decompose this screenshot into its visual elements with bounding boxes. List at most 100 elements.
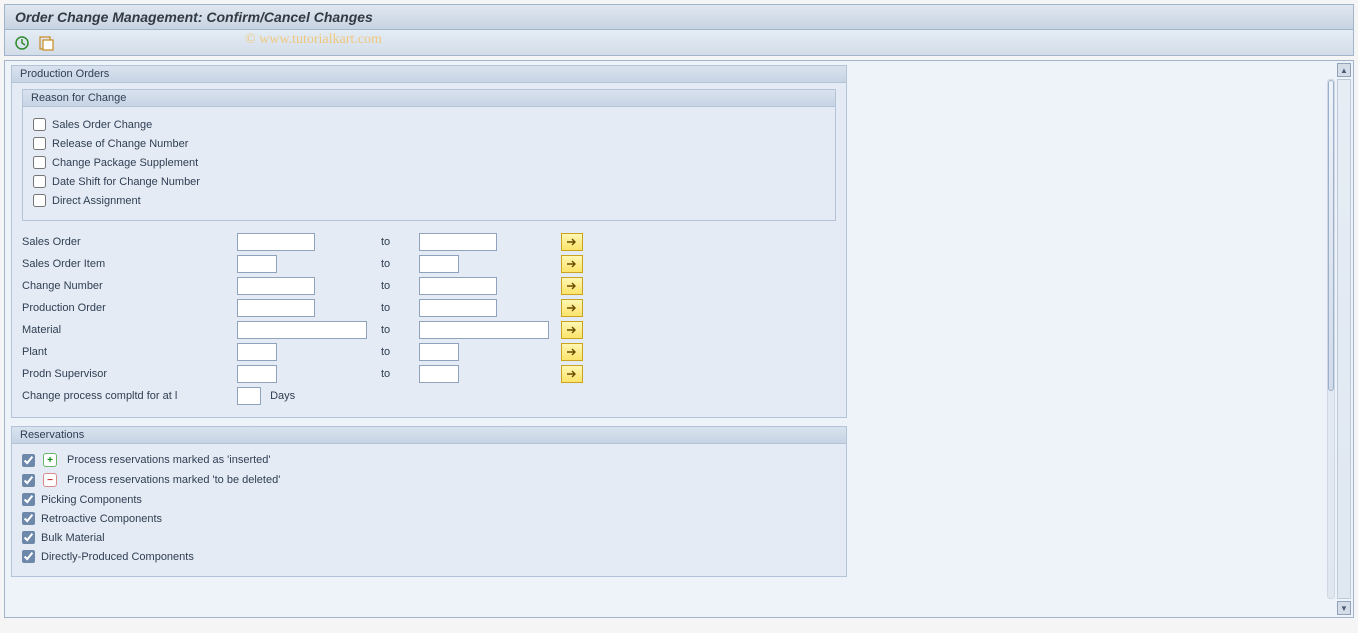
arrow-right-icon	[566, 259, 578, 269]
range-label: Prodn Supervisor	[22, 368, 237, 380]
reason-for-change-group: Reason for Change Sales Order Change Rele…	[22, 89, 836, 221]
reason-checkbox[interactable]	[33, 194, 46, 207]
range-to-label: to	[377, 368, 419, 380]
change-process-completed-row: Change process compltd for at l Days	[22, 385, 836, 407]
range-to-label: to	[377, 280, 419, 292]
range-row: Material to	[22, 319, 836, 341]
arrow-right-icon	[566, 281, 578, 291]
reason-checkbox[interactable]	[33, 156, 46, 169]
execute-button[interactable]	[13, 34, 31, 52]
scroll-track-outer[interactable]	[1337, 79, 1351, 599]
reservation-label: Picking Components	[41, 494, 142, 506]
multiple-selection-button[interactable]	[561, 343, 583, 361]
title-bar: Order Change Management: Confirm/Cancel …	[4, 4, 1354, 30]
toolbar: © www.tutorialkart.com	[4, 30, 1354, 56]
range-from-input[interactable]	[237, 321, 367, 339]
range-label: Sales Order	[22, 236, 237, 248]
scroll-down-button[interactable]: ▼	[1337, 601, 1351, 615]
range-row: Production Order to	[22, 297, 836, 319]
reservation-checkbox[interactable]	[22, 474, 35, 487]
selection-ranges: Sales OrdertoSales Order ItemtoChange Nu…	[22, 231, 836, 385]
arrow-right-icon	[566, 237, 578, 247]
plus-icon: +	[43, 453, 57, 467]
range-to-label: to	[377, 302, 419, 314]
multiple-selection-button[interactable]	[561, 299, 583, 317]
reason-label: Change Package Supplement	[52, 157, 198, 169]
change-process-completed-label: Change process compltd for at l	[22, 390, 237, 402]
scroll-up-button[interactable]: ▲	[1337, 63, 1351, 77]
reason-for-change-items: Sales Order Change Release of Change Numb…	[23, 107, 835, 220]
reason-item: Change Package Supplement	[33, 153, 825, 172]
range-row: Sales Order to	[22, 231, 836, 253]
reservation-checkbox[interactable]	[22, 454, 35, 467]
scroll-track-inner[interactable]	[1327, 79, 1335, 599]
reservation-item: + Process reservations marked as 'inserte…	[22, 450, 836, 470]
arrow-right-icon	[566, 369, 578, 379]
reservation-item: −Process reservations marked 'to be dele…	[22, 470, 836, 490]
reason-label: Date Shift for Change Number	[52, 176, 200, 188]
range-to-label: to	[377, 236, 419, 248]
range-to-input[interactable]	[419, 365, 459, 383]
variant-icon	[38, 35, 54, 51]
change-process-completed-input[interactable]	[237, 387, 261, 405]
range-from-input[interactable]	[237, 299, 315, 317]
reason-checkbox[interactable]	[33, 137, 46, 150]
main-content: Production Orders Reason for Change Sale…	[4, 60, 1354, 618]
reservation-label: Directly-Produced Components	[41, 551, 194, 563]
range-from-input[interactable]	[237, 233, 315, 251]
range-to-input[interactable]	[419, 321, 549, 339]
arrow-right-icon	[566, 303, 578, 313]
reason-label: Release of Change Number	[52, 138, 188, 150]
reservation-checkbox[interactable]	[22, 493, 35, 506]
reservation-label: Bulk Material	[41, 532, 105, 544]
range-to-label: to	[377, 324, 419, 336]
reservation-checkbox[interactable]	[22, 531, 35, 544]
range-to-label: to	[377, 346, 419, 358]
reason-item: Release of Change Number	[33, 134, 825, 153]
reason-checkbox[interactable]	[33, 175, 46, 188]
range-label: Sales Order Item	[22, 258, 237, 270]
reservation-item: Bulk Material	[22, 528, 836, 547]
range-row: Change Numberto	[22, 275, 836, 297]
range-from-input[interactable]	[237, 277, 315, 295]
range-label: Production Order	[22, 302, 237, 314]
range-from-input[interactable]	[237, 255, 277, 273]
range-to-input[interactable]	[419, 233, 497, 251]
production-orders-group: Production Orders Reason for Change Sale…	[11, 65, 847, 418]
reason-label: Sales Order Change	[52, 119, 152, 131]
reservations-items: + Process reservations marked as 'inserte…	[12, 444, 846, 576]
reason-checkbox[interactable]	[33, 118, 46, 131]
reservation-checkbox[interactable]	[22, 512, 35, 525]
multiple-selection-button[interactable]	[561, 233, 583, 251]
range-to-input[interactable]	[419, 299, 497, 317]
reservation-item: Directly-Produced Components	[22, 547, 836, 566]
range-to-input[interactable]	[419, 343, 459, 361]
reservation-item: Picking Components	[22, 490, 836, 509]
range-to-input[interactable]	[419, 277, 497, 295]
multiple-selection-button[interactable]	[561, 365, 583, 383]
execute-variant-button[interactable]	[37, 34, 55, 52]
range-to-label: to	[377, 258, 419, 270]
multiple-selection-button[interactable]	[561, 321, 583, 339]
range-label: Material	[22, 324, 237, 336]
reservation-item: Retroactive Components	[22, 509, 836, 528]
reason-item: Date Shift for Change Number	[33, 172, 825, 191]
range-row: Plant to	[22, 341, 836, 363]
scroll-thumb[interactable]	[1328, 80, 1334, 391]
reservation-label: Process reservations marked as 'inserted…	[67, 454, 271, 466]
range-label: Plant	[22, 346, 237, 358]
production-orders-title: Production Orders	[12, 66, 846, 83]
multiple-selection-button[interactable]	[561, 277, 583, 295]
reservation-label: Retroactive Components	[41, 513, 162, 525]
range-to-input[interactable]	[419, 255, 459, 273]
reason-for-change-title: Reason for Change	[23, 90, 835, 107]
arrow-right-icon	[566, 347, 578, 357]
multiple-selection-button[interactable]	[561, 255, 583, 273]
reason-item: Sales Order Change	[33, 115, 825, 134]
clock-execute-icon	[14, 35, 30, 51]
reservation-checkbox[interactable]	[22, 550, 35, 563]
minus-icon: −	[43, 473, 57, 487]
range-row: Sales Order Item to	[22, 253, 836, 275]
range-from-input[interactable]	[237, 365, 277, 383]
range-from-input[interactable]	[237, 343, 277, 361]
